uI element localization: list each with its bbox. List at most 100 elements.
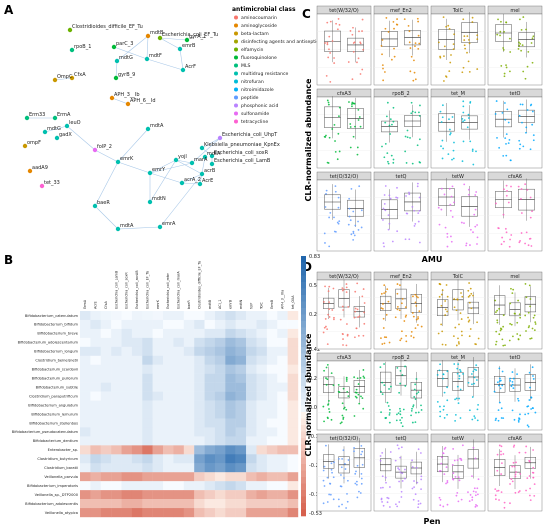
- data-point: [388, 506, 391, 508]
- data-point: [411, 312, 414, 314]
- data-point: [388, 421, 391, 424]
- data-point: [403, 320, 406, 322]
- network-node: baeR: [92, 200, 110, 209]
- network-node-label: mdtA: [207, 151, 221, 157]
- heatmap-cell: [225, 337, 236, 348]
- network-node-label: leuO: [69, 120, 81, 126]
- network-node-label: mdtB: [150, 30, 164, 36]
- color-scale-step: [301, 301, 306, 309]
- data-point: [352, 210, 355, 213]
- heatmap-row-label: Bifidobacterium_adolescentarium: [18, 341, 79, 345]
- heatmap-cell: [256, 490, 268, 500]
- heatmap-cell: [183, 311, 195, 321]
- heatmap-cell: [100, 463, 112, 473]
- data-point: [499, 377, 501, 380]
- facet-title: tet(O/32/O): [330, 436, 359, 442]
- data-point: [352, 232, 355, 235]
- facet-title: cfxA6: [508, 174, 522, 180]
- data-point: [463, 183, 466, 186]
- data-point: [437, 332, 440, 335]
- data-point: [515, 461, 517, 464]
- data-point: [451, 158, 453, 161]
- data-point: [352, 230, 355, 233]
- data-point: [398, 391, 401, 394]
- heatmap-column-label: AcrE: [94, 301, 98, 309]
- heatmap-cell: [163, 319, 174, 330]
- heatmap-cell: [225, 418, 236, 428]
- heatmap-cell: [111, 463, 122, 473]
- data-point: [416, 182, 419, 185]
- data-point: [456, 367, 459, 370]
- facet: cfxA6: [487, 433, 543, 512]
- heatmap-cell: [194, 346, 205, 356]
- data-point: [414, 383, 417, 386]
- data-point: [387, 405, 390, 407]
- heatmap-cell: [90, 382, 101, 392]
- heatmap-cell: [173, 346, 185, 356]
- heatmap-cell: [121, 364, 133, 374]
- data-point: [501, 384, 504, 387]
- heatmap-cell: [204, 355, 216, 365]
- heatmap-cell: [256, 508, 268, 518]
- heatmap: ErmA AcrE CfxA Escherichia_coli_LamB Escheri…: [12, 254, 322, 518]
- data-point: [418, 241, 421, 244]
- data-point: [390, 154, 393, 157]
- network-node-label: acrA_2: [184, 177, 201, 183]
- heatmap-cell: [194, 364, 205, 374]
- facet-title: TolC: [452, 8, 464, 14]
- data-point: [388, 124, 391, 127]
- heatmap-cell: [173, 364, 185, 374]
- data-point: [328, 316, 331, 318]
- facet-title: TolC: [452, 274, 464, 280]
- network-node-label: rpoB_1: [74, 44, 91, 50]
- data-point: [356, 282, 359, 285]
- data-point: [416, 324, 419, 326]
- network-edge: [117, 128, 149, 163]
- heatmap-row-label: Bifidobacterium_scardovii: [32, 368, 78, 372]
- data-point: [323, 420, 325, 423]
- data-point: [416, 17, 419, 20]
- heatmap-cell: [111, 454, 122, 464]
- data-point: [457, 341, 460, 343]
- heatmap-cell: [214, 355, 226, 365]
- legend-label: peptide: [241, 95, 259, 101]
- heatmap-cell: [287, 328, 299, 339]
- data-point: [469, 328, 472, 330]
- data-point: [359, 125, 362, 128]
- data-point: [462, 373, 464, 375]
- heatmap-cell: [287, 319, 299, 330]
- heatmap-cell: [173, 409, 185, 419]
- heatmap-cell: [152, 319, 164, 330]
- data-point: [497, 419, 500, 422]
- data-point: [412, 336, 415, 339]
- heatmap-cell: [287, 436, 299, 446]
- data-point: [533, 494, 536, 497]
- data-point: [381, 452, 384, 454]
- heatmap-cell: [163, 481, 174, 491]
- data-point: [443, 45, 446, 48]
- data-point: [532, 471, 535, 474]
- data-point: [353, 102, 355, 105]
- data-point: [467, 193, 470, 196]
- heatmap-cell: [214, 364, 226, 374]
- data-point: [441, 289, 444, 292]
- data-point: [395, 23, 398, 26]
- heatmap-color-scale: 0.830.560.290.420.290.02-0.12-0.25-0.39-…: [301, 254, 322, 517]
- data-point: [333, 318, 335, 321]
- data-point: [357, 334, 360, 337]
- data-point: [345, 283, 348, 285]
- heatmap-cell: [183, 508, 195, 518]
- data-point: [443, 448, 446, 450]
- heatmap-cell: [277, 490, 288, 500]
- heatmap-cell: [111, 472, 122, 482]
- data-point: [521, 103, 524, 106]
- data-point: [396, 283, 399, 285]
- heatmap-cell: [152, 472, 164, 482]
- data-point: [388, 414, 391, 416]
- heatmap-cell: [163, 472, 174, 482]
- network-edge: [179, 48, 184, 71]
- legend-item: nitroimidazole: [234, 87, 274, 93]
- network-node-label: folP_2: [97, 144, 112, 150]
- legend-item: peptide: [234, 95, 259, 101]
- data-point: [399, 339, 402, 342]
